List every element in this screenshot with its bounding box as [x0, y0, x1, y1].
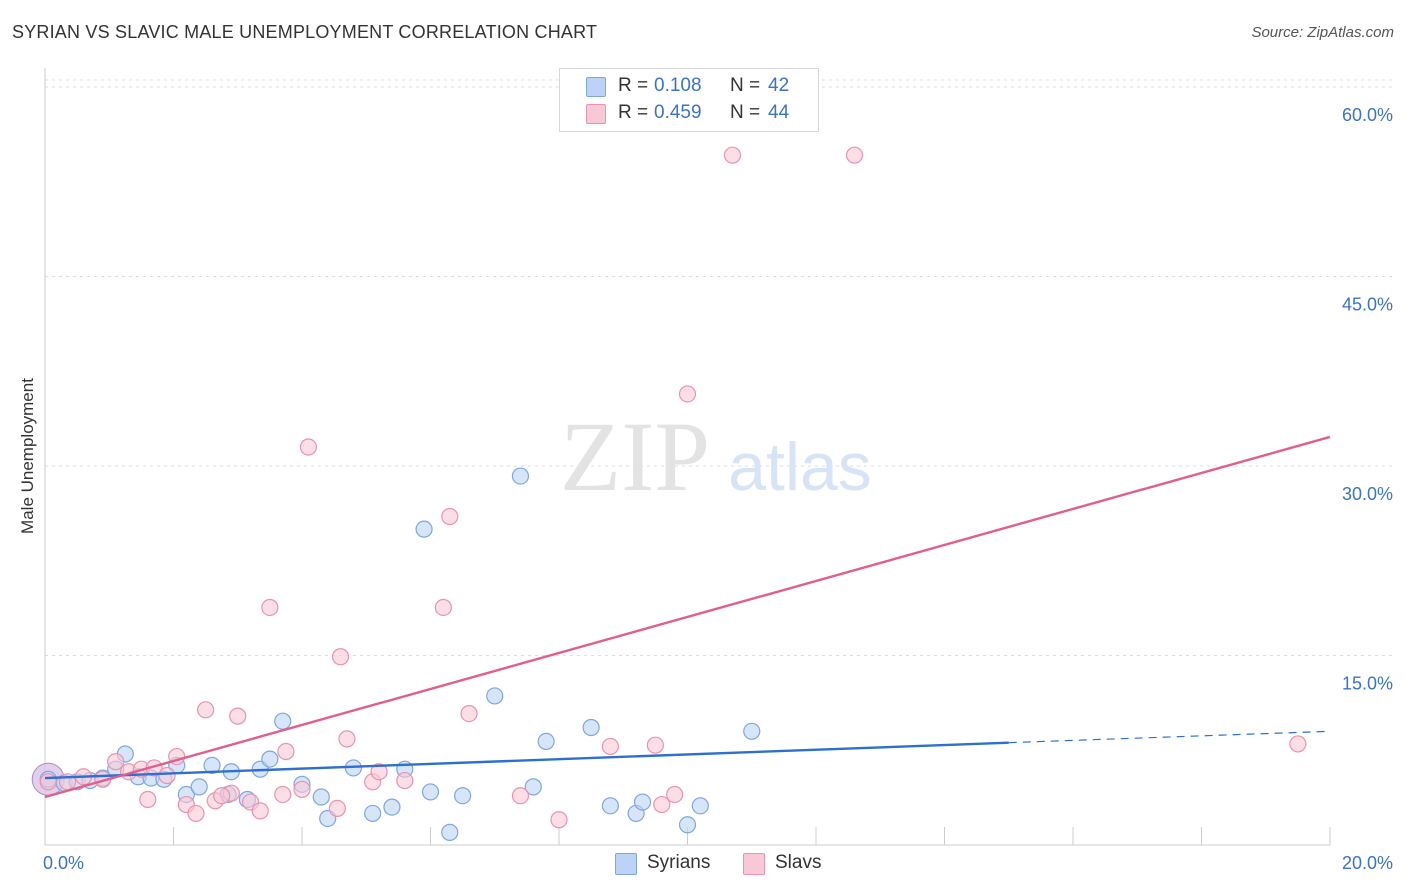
legend-n-value-slavs: 44 — [768, 102, 790, 123]
syrians-point — [511, 467, 530, 485]
slavs-point — [646, 736, 664, 754]
syrians-point — [203, 756, 221, 775]
syrians-point — [601, 797, 620, 815]
legend-r-label: R = — [618, 102, 649, 123]
series-swatch-syrians — [615, 853, 637, 875]
syrians-point — [274, 712, 292, 730]
series-swatch-slavs — [743, 853, 765, 875]
slavs-point — [277, 742, 295, 761]
y-tick-label: 45.0% — [1342, 294, 1393, 314]
legend-r-value-slavs: 0.459 — [654, 102, 702, 123]
syrians-point — [537, 732, 555, 751]
slavs-point — [601, 737, 620, 756]
syrians-point — [364, 804, 382, 823]
slavs-point — [678, 385, 697, 403]
syrians-point — [486, 687, 504, 705]
axis-layer: 15.0% 30.0% 45.0% 60.0% 0.0% 20.0% — [43, 68, 1393, 873]
chart-title: SYRIAN VS SLAVIC MALE UNEMPLOYMENT CORRE… — [12, 22, 598, 42]
slavs-point — [139, 790, 157, 809]
syrians-point — [691, 797, 709, 815]
x-tick-label: 20.0% — [1342, 853, 1393, 873]
slavs-point — [274, 785, 292, 804]
syrians-point — [678, 816, 697, 834]
series-label-slavs: Slavs — [775, 852, 822, 873]
watermark: ZIP atlas — [560, 401, 872, 512]
syrians-point — [582, 718, 600, 737]
grid-layer — [45, 79, 1395, 656]
legend-swatch-slavs — [586, 104, 606, 124]
legend-n-value-syrians: 42 — [768, 75, 790, 96]
syrians-point — [312, 788, 330, 806]
slavs-point — [331, 648, 350, 666]
points-layer — [31, 146, 1307, 841]
slavs-point — [723, 146, 742, 164]
syrians-point — [454, 787, 472, 805]
slavs-point — [107, 753, 125, 771]
syrians-point — [421, 783, 440, 801]
syrians-point — [190, 778, 208, 796]
legend-n-label: N = — [730, 102, 761, 123]
slavs-point — [229, 707, 247, 725]
slavs-point — [653, 795, 671, 814]
series-legend: Syrians Slavs — [615, 852, 845, 876]
slavs-point — [550, 811, 568, 829]
syrians-point — [524, 778, 542, 796]
legend-r-value-syrians: 0.108 — [654, 75, 702, 96]
y-tick-label: 30.0% — [1342, 484, 1393, 504]
slavs-point — [299, 438, 318, 456]
y-tick-label: 60.0% — [1342, 105, 1393, 125]
syrians-point — [743, 722, 761, 740]
legend-swatch-syrians — [586, 77, 606, 97]
source-label: Source: ZipAtlas.com — [1251, 24, 1394, 41]
syrians-trendline — [44, 741, 1009, 780]
syrians-point — [415, 520, 433, 538]
watermark-atlas: atlas — [728, 429, 872, 505]
slavs-point — [187, 804, 205, 823]
slavs-point — [845, 146, 864, 164]
syrians-point — [383, 798, 401, 816]
slavs-point — [434, 598, 452, 617]
syrians-trendline-extension — [1008, 730, 1331, 744]
x-tick-label: 0.0% — [43, 853, 84, 873]
slavs-point — [1289, 735, 1307, 753]
slavs-trendline — [44, 435, 1331, 799]
slavs-point — [261, 598, 279, 617]
slavs-point — [511, 787, 530, 805]
slavs-point — [39, 773, 57, 791]
correlation-legend: R = 0.108 N = 42 R = 0.459 N = 44 — [559, 68, 819, 132]
watermark-zip: ZIP — [560, 401, 710, 512]
slavs-point — [338, 730, 356, 748]
syrians-point — [441, 823, 459, 841]
y-axis-label: Male Unemployment — [18, 378, 37, 534]
slavs-point — [328, 799, 346, 817]
slavs-point — [158, 766, 176, 785]
legend-r-label: R = — [618, 75, 649, 96]
slavs-point — [441, 507, 459, 526]
trend-layer — [44, 435, 1331, 799]
slavs-point — [370, 763, 388, 781]
y-tick-label: 15.0% — [1342, 673, 1393, 693]
slavs-point — [213, 787, 231, 805]
slavs-point — [666, 785, 684, 804]
syrians-point — [633, 793, 652, 811]
slavs-point — [396, 771, 414, 790]
slavs-point — [293, 780, 311, 799]
slavs-point — [460, 705, 478, 723]
series-label-syrians: Syrians — [647, 852, 711, 873]
slavs-point — [251, 802, 269, 820]
syrians-point — [261, 750, 279, 768]
slavs-point — [197, 701, 215, 719]
legend-n-label: N = — [730, 75, 761, 96]
